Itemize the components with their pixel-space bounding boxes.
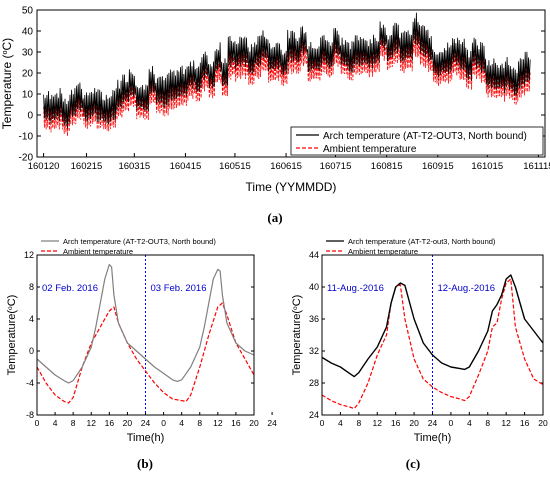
x-axis-label: Time(h) — [414, 432, 451, 444]
x-tick-label: 12 — [373, 418, 383, 428]
y-tick-label: 12 — [24, 250, 34, 260]
caption-b: (b) — [137, 456, 153, 471]
x-tick-label: 20 — [538, 418, 548, 428]
legend: Arch temperature (AT-T2-OUT3, North boun… — [290, 126, 544, 156]
y-tick-label: -8 — [26, 410, 34, 420]
y-axis-label: Temperature (oC) — [0, 38, 14, 129]
y-tick-label: 44 — [309, 250, 319, 260]
x-tick-label: 12 — [213, 418, 223, 428]
y-axis-label: Temperature(oC) — [291, 295, 303, 376]
x-tick-label: 160715 — [320, 161, 352, 172]
legend-label: Ambient temperature — [63, 247, 133, 256]
x-tick-label: 0 — [35, 418, 40, 428]
x-tick-label: 24 — [267, 418, 277, 428]
x-tick-label: 160915 — [422, 161, 454, 172]
x-tick-label: 160315 — [118, 161, 150, 172]
legend: Arch temperature (AT-T2-out3, North boun… — [326, 237, 496, 256]
day-label-2: 12-Aug.-2016 — [438, 283, 496, 294]
series-arch-temperature — [36, 264, 255, 384]
y-tick-label: 4 — [29, 314, 34, 324]
x-tick-label: 24 — [141, 418, 151, 428]
y-tick-label: 36 — [309, 314, 319, 324]
legend-label: Ambient temperature — [348, 247, 418, 256]
x-tick-label: 4 — [467, 418, 472, 428]
plot-frame — [36, 9, 546, 158]
y-tick-label: 50 — [22, 6, 34, 17]
x-tick-label: 8 — [356, 418, 361, 428]
y-tick-label: 10 — [22, 90, 34, 101]
y-tick-label: 40 — [309, 282, 319, 292]
plot-frame — [321, 254, 544, 416]
y-tick-label: 20 — [22, 69, 34, 80]
legend-label: Ambient temperature — [323, 144, 417, 155]
panel-b: -8 -4 0 4 8 12 0 4 8 12 16 20 24 0 4 8 12 16 20 24 02 Feb. 2… — [6, 237, 277, 444]
y-tick-label: 32 — [309, 346, 319, 356]
series-ambient-temperature — [36, 302, 255, 404]
legend-label: Arch temperature (AT-T2-OUT3, North boun… — [323, 131, 527, 142]
x-tick-label: 8 — [197, 418, 202, 428]
y-tick-label: -10 — [19, 132, 34, 143]
x-tick-label: 16 — [520, 418, 530, 428]
x-tick-label: 0 — [161, 418, 166, 428]
x-tick-label: 4 — [53, 418, 58, 428]
x-tick-label: 24 — [428, 418, 438, 428]
x-tick-label: 20 — [249, 418, 259, 428]
series-ambient-temperature — [321, 278, 544, 410]
x-tick-label: 4 — [338, 418, 343, 428]
y-tick-label: -4 — [26, 378, 34, 388]
x-tick-label: 160215 — [71, 161, 103, 172]
x-tick-label: 16 — [105, 418, 115, 428]
y-tick-label: 40 — [22, 27, 34, 38]
x-tick-label: 160815 — [371, 161, 403, 172]
day-label-1: 02 Feb. 2016 — [42, 283, 98, 294]
y-tick-label: 8 — [29, 282, 34, 292]
legend-label: Arch temperature (AT-T2-out3, North boun… — [348, 237, 496, 246]
y-tick-label: 0 — [27, 111, 33, 122]
plot-frame — [36, 254, 255, 416]
x-tick-label: 12 — [501, 418, 511, 428]
x-axis-label: Time (YYMMDD) — [246, 180, 337, 194]
x-tick-label: 0 — [320, 418, 325, 428]
caption-a: (a) — [267, 210, 282, 225]
x-axis-label: Time(h) — [127, 432, 164, 444]
panel-a: -20 -10 0 10 20 30 40 50 160120 160215 160315 16041… — [0, 6, 550, 195]
y-tick-label: 0 — [29, 346, 34, 356]
x-tick-label: 8 — [71, 418, 76, 428]
x-tick-label: 20 — [123, 418, 133, 428]
x-tick-label: 161015 — [471, 161, 503, 172]
y-tick-label: 28 — [309, 378, 319, 388]
y-tick-label: -20 — [19, 153, 34, 164]
x-tick-label: 160515 — [219, 161, 251, 172]
y-axis-label: Temperature(oC) — [6, 295, 18, 376]
x-tick-label: 160120 — [28, 161, 60, 172]
x-tick-label: 20 — [409, 418, 419, 428]
x-tick-label: 0 — [449, 418, 454, 428]
series-arch-temperature — [43, 12, 531, 129]
legend-box — [290, 126, 544, 156]
x-tick-label: 160615 — [270, 161, 302, 172]
day-label-1: 11-Aug.-2016 — [327, 283, 384, 294]
x-tick-label: 16 — [391, 418, 401, 428]
x-tick-label: 12 — [87, 418, 97, 428]
x-tick-label: 160415 — [170, 161, 202, 172]
y-tick-label: 24 — [309, 410, 319, 420]
legend: Arch temperature (AT-T2-OUT3, North boun… — [41, 237, 216, 256]
series-arch-temperature — [321, 274, 544, 378]
y-tick-label: 30 — [22, 48, 34, 59]
caption-c: (c) — [406, 456, 420, 471]
x-tick-label: 4 — [179, 418, 184, 428]
x-tick-label: 8 — [485, 418, 490, 428]
day-label-2: 03 Feb. 2016 — [151, 283, 207, 294]
x-tick-label: 16 — [231, 418, 241, 428]
legend-label: Arch temperature (AT-T2-OUT3, North boun… — [63, 237, 216, 246]
x-tick-label: 161115 — [523, 161, 550, 172]
panel-c: 242832364044048121620240481216202411-Aug… — [291, 237, 548, 444]
